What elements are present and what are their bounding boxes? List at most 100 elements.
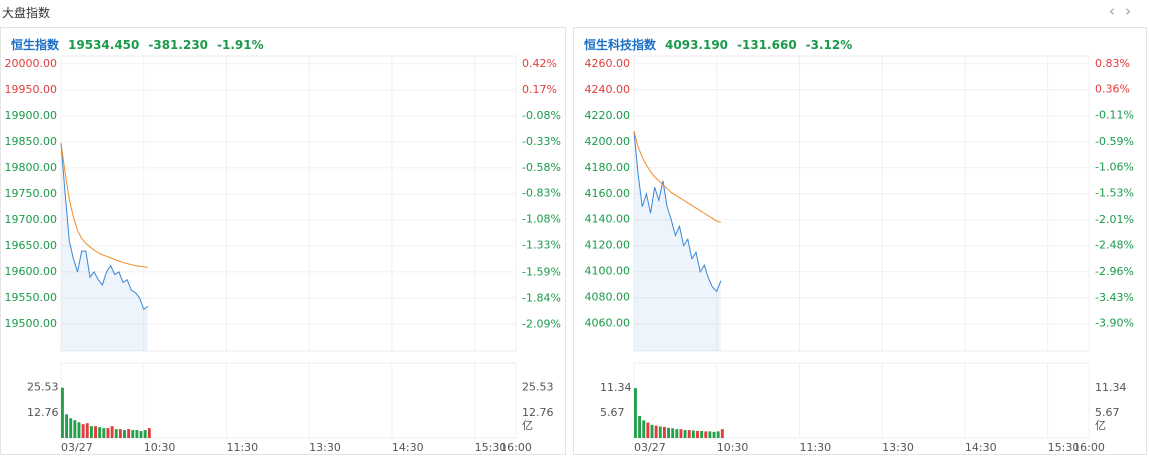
- x-tick-label: 16:00: [1073, 441, 1105, 454]
- y-tick-label: 4260.00: [585, 57, 631, 70]
- volume-bar: [691, 430, 695, 438]
- volume-bar: [683, 430, 687, 438]
- y2-tick-label: -2.09%: [522, 317, 561, 330]
- volume-frame: [633, 362, 1090, 439]
- volume-bar: [94, 426, 97, 438]
- x-tick-label: 15:30: [1048, 441, 1080, 454]
- price-area: [61, 142, 148, 351]
- volume-bar: [69, 418, 73, 438]
- y2-tick-label: 0.42%: [522, 57, 557, 70]
- volume-bar: [658, 426, 662, 438]
- vol-tick-label: 11.34: [600, 381, 632, 394]
- y2-tick-label: -0.83%: [522, 187, 561, 200]
- volume-bar: [654, 425, 658, 438]
- y2-tick-label: 0.36%: [1095, 83, 1130, 96]
- index-name: 恒生指数: [11, 38, 60, 52]
- vol-tick-label: 25.53: [27, 381, 59, 394]
- y-tick-label: 19900.00: [5, 109, 58, 122]
- average-line: [60, 142, 148, 268]
- volume-bar: [73, 420, 77, 438]
- y-tick-label: 4120.00: [585, 239, 631, 252]
- y2-tick-label: -1.84%: [522, 291, 561, 304]
- y2-tick-label: -1.08%: [522, 213, 561, 226]
- volume-bar: [102, 428, 106, 438]
- vol-tick-label: 12.76: [27, 406, 59, 419]
- volume-bar: [77, 422, 81, 438]
- x-tick-label: 13:30: [309, 441, 341, 454]
- y-tick-label: 19550.00: [5, 291, 58, 304]
- volume-bar: [646, 422, 650, 438]
- y2-tick-label: -0.08%: [522, 109, 561, 122]
- y-tick-label: 19600.00: [5, 265, 58, 278]
- section-title: 大盘指数: [2, 6, 51, 20]
- volume-bar: [650, 424, 654, 438]
- y-tick-label: 4240.00: [585, 83, 631, 96]
- volume-bar: [687, 430, 691, 438]
- y-tick-label: 19750.00: [5, 187, 58, 200]
- y-tick-label: 4200.00: [585, 135, 631, 148]
- change: -131.660: [737, 38, 797, 52]
- y2-tick-label: -2.48%: [1095, 239, 1134, 252]
- x-tick-label: 11:30: [226, 441, 258, 454]
- volume-bar: [700, 430, 704, 438]
- chart-panel: 恒生指数 19534.450 -381.230 -1.91% 20000.00 19950…: [0, 27, 566, 455]
- vol-tick-label: 11.34: [1095, 381, 1127, 394]
- quote: 恒生指数 19534.450 -381.230 -1.91%: [11, 36, 273, 53]
- vol-tick-label: 25.53: [522, 381, 554, 394]
- average-line: [633, 131, 722, 223]
- x-tick-label: 15:30: [475, 441, 507, 454]
- volume-bar: [716, 431, 720, 438]
- y2-tick-label: -2.96%: [1095, 265, 1134, 278]
- y2-tick-label: -0.11%: [1095, 109, 1134, 122]
- volume-bar: [110, 426, 114, 438]
- y2-tick-label: -3.43%: [1095, 291, 1134, 304]
- y2-tick-label: -0.59%: [1095, 135, 1134, 148]
- y2-tick-label: -1.59%: [522, 265, 561, 278]
- volume-bar: [131, 430, 135, 438]
- y2-tick-label: -1.33%: [522, 239, 561, 252]
- y2-tick-label: -0.58%: [522, 161, 561, 174]
- volume-bar: [81, 424, 85, 438]
- change-pct: -3.12%: [805, 38, 853, 52]
- y-tick-label: 19500.00: [5, 317, 58, 330]
- chart-panel: 恒生科技指数 4093.190 -131.660 -3.12% 4260.00 4240.…: [573, 27, 1147, 455]
- y2-tick-label: -3.90%: [1095, 317, 1134, 330]
- volume-bar: [634, 388, 637, 438]
- y-tick-label: 4140.00: [585, 213, 631, 226]
- price: 4093.190: [665, 38, 729, 52]
- chart: 20000.00 19950.00 19900.00 19850.00 19800.00…: [5, 55, 561, 454]
- volume-bar: [89, 426, 93, 438]
- pager-arrows[interactable]: ‹›: [1109, 2, 1141, 20]
- volume-bar: [65, 414, 69, 438]
- price: 19534.450: [68, 38, 140, 52]
- x-tick-label: 16:00: [500, 441, 532, 454]
- x-tick-label: 03/27: [634, 441, 666, 454]
- y-tick-label: 4180.00: [585, 161, 631, 174]
- volume-bar: [704, 431, 708, 438]
- vol-tick-label: 5.67: [600, 406, 625, 419]
- volume-bar: [98, 427, 102, 438]
- y-tick-label: 4100.00: [585, 265, 631, 278]
- y-tick-label: 20000.00: [5, 57, 58, 70]
- y-tick-label: 19950.00: [5, 83, 58, 96]
- y2-tick-label: 0.17%: [522, 83, 557, 96]
- y-tick-label: 19650.00: [5, 239, 58, 252]
- price-area: [634, 131, 721, 351]
- volume-bar: [106, 428, 110, 438]
- y-tick-label: 19800.00: [5, 161, 58, 174]
- x-tick-label: 03/27: [61, 441, 93, 454]
- y2-tick-label: -1.53%: [1095, 186, 1134, 199]
- y-tick-label: 19700.00: [5, 213, 58, 226]
- volume-bar: [708, 431, 712, 438]
- volume-bar: [139, 431, 143, 438]
- y-tick-label: 4080.00: [585, 291, 631, 304]
- volume-bar: [147, 428, 151, 438]
- volume-bar: [675, 429, 679, 438]
- y2-tick-label: 0.83%: [1095, 57, 1130, 70]
- x-tick-label: 14:30: [392, 441, 424, 454]
- vol-tick-label: 5.67: [1095, 406, 1120, 419]
- y2-tick-label: -0.33%: [522, 135, 561, 148]
- volume-bar: [638, 415, 642, 438]
- change-pct: -1.91%: [217, 38, 264, 52]
- x-tick-label: 11:30: [799, 441, 831, 454]
